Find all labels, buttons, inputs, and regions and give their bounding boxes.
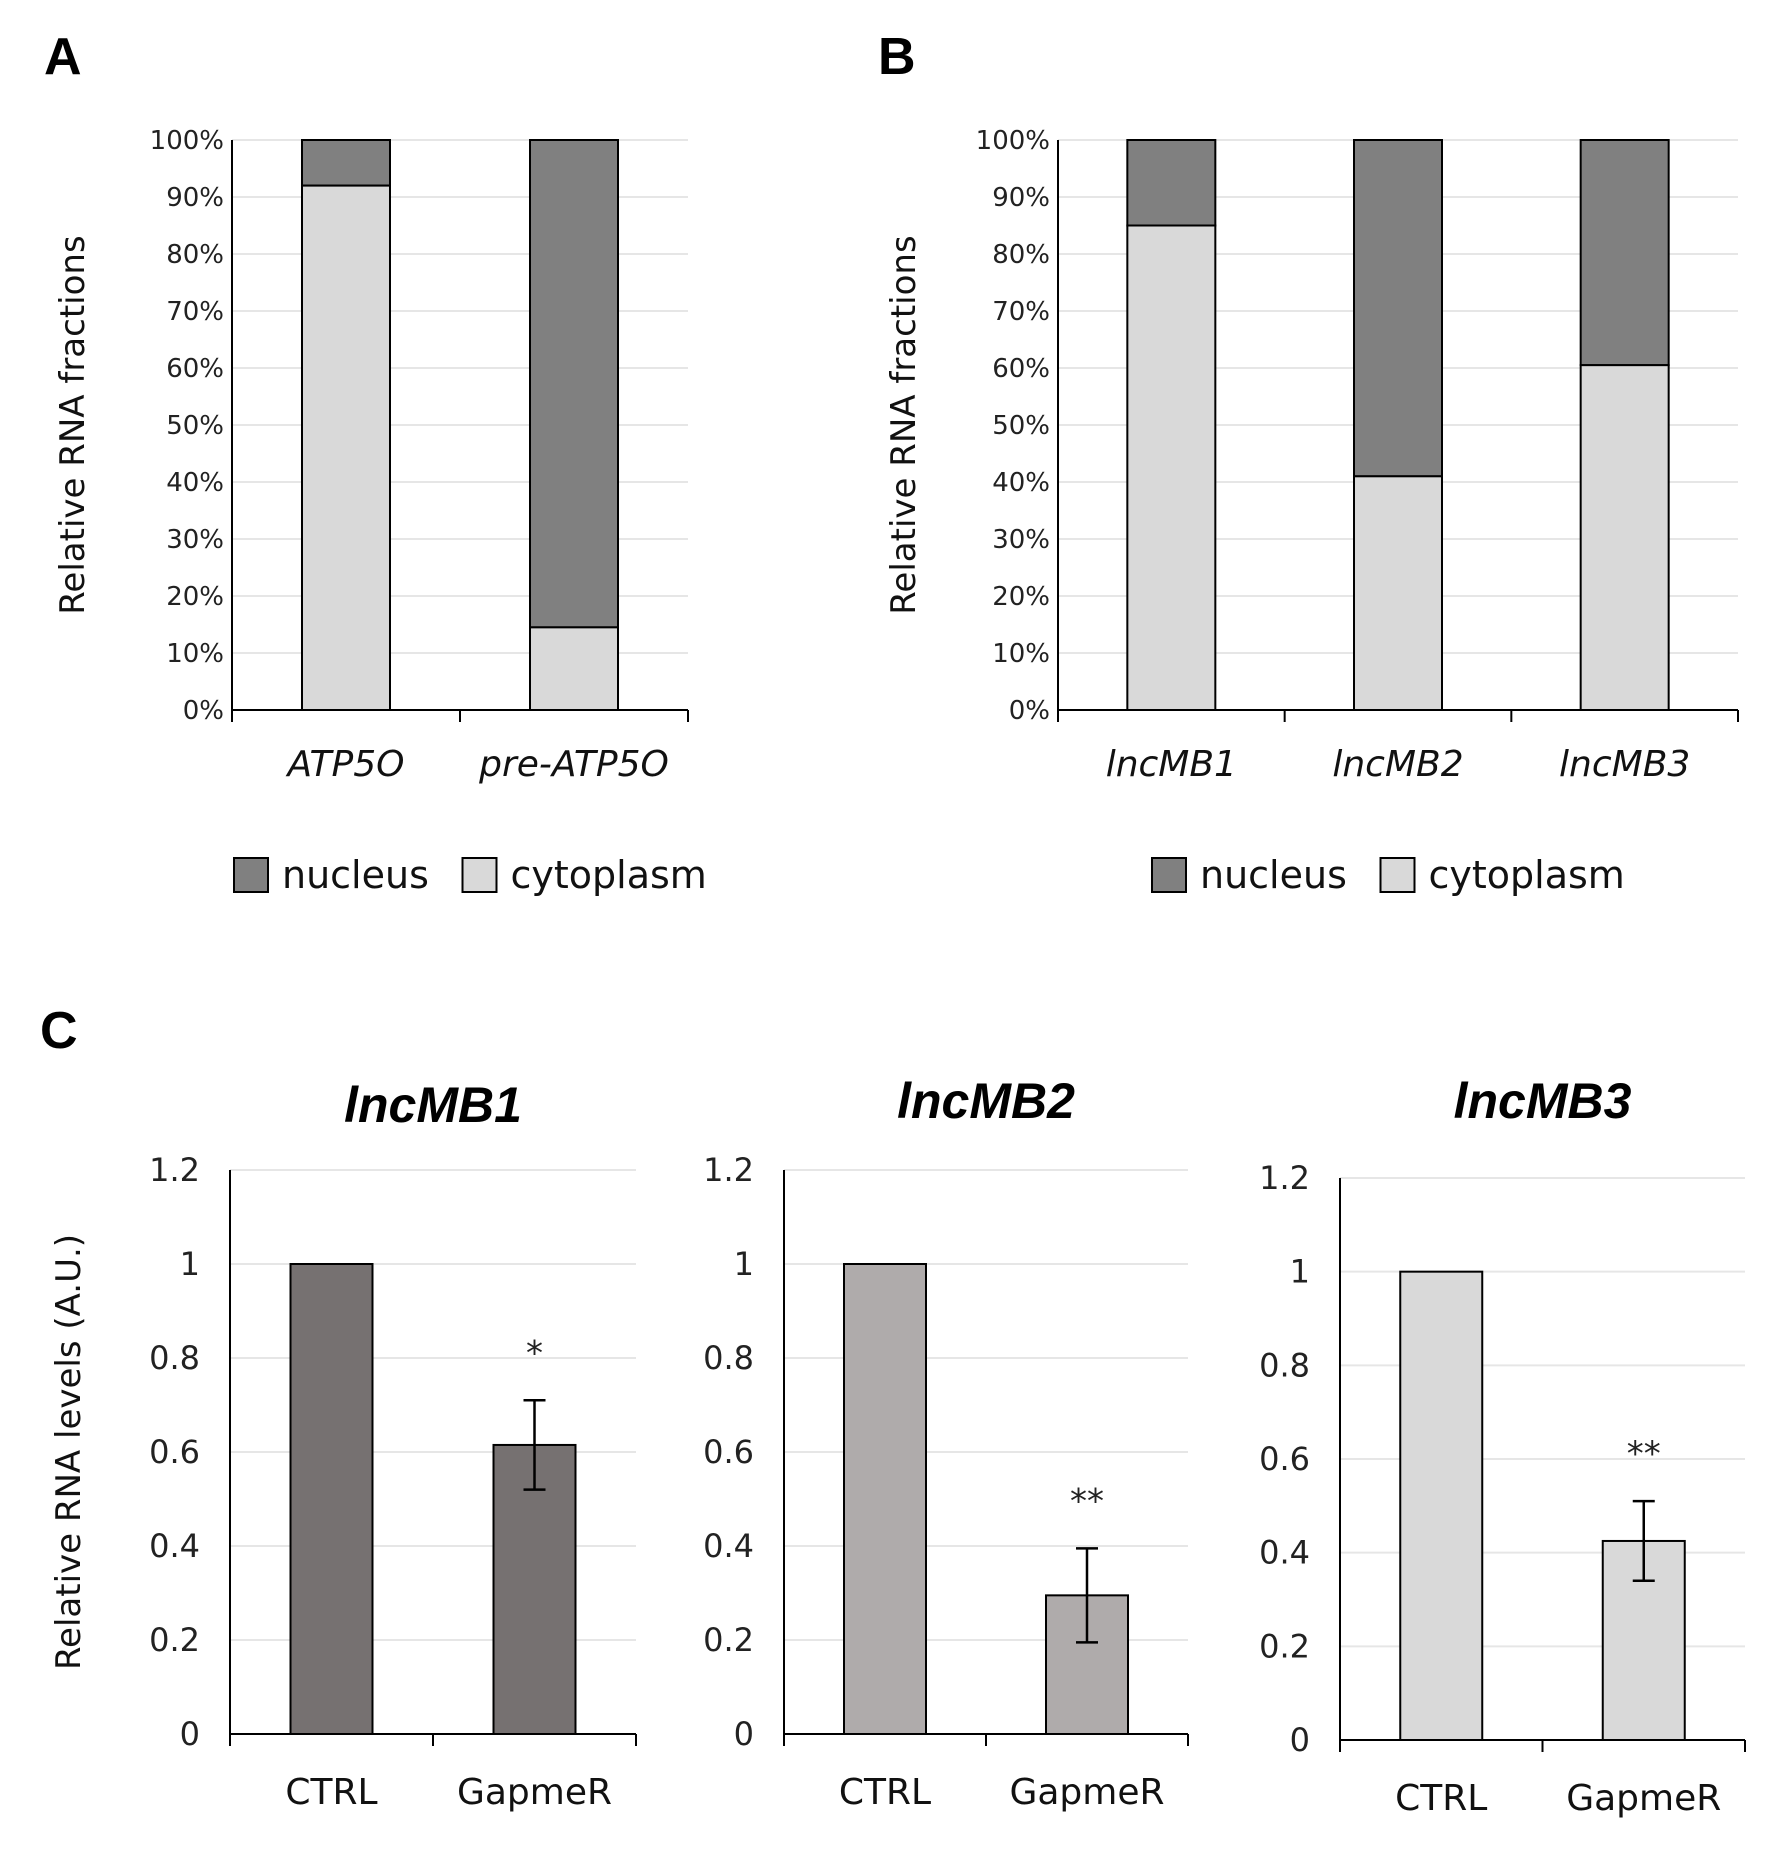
y-axis-label: Relative RNA levels (A.U.) [49,1234,89,1670]
y-tick-label: 0.2 [1259,1627,1310,1665]
y-tick-label: 0.6 [703,1433,754,1471]
significance-marker: * [526,1333,543,1373]
legend-swatch-nucleus [233,857,269,893]
y-tick-label: 0.2 [703,1621,754,1659]
chart-panel-a: 0% 10% 20% 30% 40% 50% 60% 70% 80% 90% 100% ATP5O pr… [53,126,707,897]
y-tick-label: 70% [166,297,224,327]
chart-lncmb1-knockdown: 0 0.2 0.4 0.6 0.8 1 1.2 CTRL * GapmeR lncMB1 Relati… [49,1077,637,1813]
category-label: ATP5O [286,744,405,785]
y-axis-label: Relative RNA fractions [53,235,93,614]
y-tick-label: 80% [992,240,1050,270]
bar-ctrl [289,1263,374,1735]
category-label: GapmeR [1009,1772,1164,1813]
category-label: lncMB3 [1559,744,1690,785]
chart-panel-b: 0% 10% 20% 30% 40% 50% 60% 70% 80% 90% 100% lncMB1 l… [884,126,1739,897]
panel-letter-b: B [878,28,916,86]
category-label: CTRL [839,1772,931,1813]
bar-cytoplasm-atp5o [301,184,391,712]
y-tick-label: 30% [166,525,224,555]
y-tick-label: 70% [992,297,1050,327]
y-tick-label: 0 [734,1715,754,1753]
significance-marker: ** [1070,1481,1104,1521]
category-label: CTRL [285,1772,377,1813]
chart-title: lncMB2 [897,1073,1075,1129]
y-tick-label: 10% [166,639,224,669]
y-tick-label: 10% [992,639,1050,669]
bar-nucleus-atp5o [301,139,391,187]
chart-lncmb3-knockdown: 0 0.2 0.4 0.6 0.8 1 1.2 CTRL ** GapmeR lncMB3 [1259,1073,1746,1819]
legend-label-cytoplasm: cytoplasm [1429,853,1625,897]
chart-title: lncMB1 [344,1077,522,1133]
y-tick-label: 100% [976,126,1050,156]
y-tick-label: 60% [992,354,1050,384]
y-tick-label: 80% [166,240,224,270]
significance-marker: ** [1627,1434,1661,1474]
y-tick-label: 0.4 [1259,1534,1310,1572]
bar-ctrl [843,1263,927,1735]
legend-swatch-nucleus [1151,857,1187,893]
chart-lncmb2-knockdown: 0 0.2 0.4 0.6 0.8 1 1.2 CTRL ** GapmeR lncMB2 [703,1073,1189,1813]
legend-label-nucleus: nucleus [282,853,429,897]
bar-ctrl [1399,1270,1484,1741]
y-tick-label: 0 [180,1715,200,1753]
y-tick-label: 0% [183,696,224,726]
bar-cytoplasm-lncmb2 [1353,475,1443,711]
y-tick-label: 0.4 [703,1527,754,1565]
y-tick-label: 1 [734,1245,754,1283]
category-label: GapmeR [457,1772,612,1813]
bar-nucleus-lncmb1 [1126,139,1217,227]
y-tick-label: 0.8 [703,1339,754,1377]
panel-letter-c: C [40,1002,78,1060]
bar-cytoplasm-lncmb3 [1579,364,1670,711]
y-tick-label: 90% [992,183,1050,213]
y-tick-label: 1 [1290,1253,1310,1291]
legend-swatch-cytoplasm [1379,857,1416,893]
y-tick-label: 40% [166,468,224,498]
y-tick-label: 50% [166,411,224,441]
y-tick-label: 90% [166,183,224,213]
y-tick-label: 1.2 [703,1151,754,1189]
y-tick-label: 0.8 [149,1339,200,1377]
category-label: lncMB1 [1106,744,1237,785]
y-axis-label: Relative RNA fractions [884,235,924,614]
y-tick-label: 0.6 [149,1433,200,1471]
y-tick-label: 20% [166,582,224,612]
category-label: lncMB2 [1332,744,1463,785]
y-tick-label: 30% [992,525,1050,555]
y-tick-label: 20% [992,582,1050,612]
y-tick-label: 60% [166,354,224,384]
bar-cytoplasm-lncmb1 [1126,224,1217,711]
legend-label-nucleus: nucleus [1200,853,1347,897]
category-label: CTRL [1395,1778,1487,1819]
chart-title: lncMB3 [1454,1073,1632,1129]
bar-nucleus-lncmb2 [1353,139,1443,478]
category-label: pre-ATP5O [478,744,669,785]
bar-nucleus-pre-atp5o [529,139,619,629]
panel-letter-a: A [44,28,82,86]
y-tick-label: 0.6 [1259,1440,1310,1478]
legend-swatch-cytoplasm [461,857,498,893]
legend-label-cytoplasm: cytoplasm [511,853,707,897]
y-tick-label: 50% [992,411,1050,441]
y-tick-label: 40% [992,468,1050,498]
y-tick-label: 0.4 [149,1527,200,1565]
y-tick-label: 1.2 [149,1151,200,1189]
bar-cytoplasm-pre-atp5o [529,626,619,711]
y-tick-label: 1 [180,1245,200,1283]
y-tick-label: 0.8 [1259,1346,1310,1384]
y-tick-label: 0.2 [149,1621,200,1659]
y-tick-label: 1.2 [1259,1159,1310,1197]
y-tick-label: 0% [1009,696,1050,726]
bar-nucleus-lncmb3 [1579,139,1670,367]
y-tick-label: 100% [150,126,224,156]
category-label: GapmeR [1566,1778,1721,1819]
y-tick-label: 0 [1290,1721,1310,1759]
